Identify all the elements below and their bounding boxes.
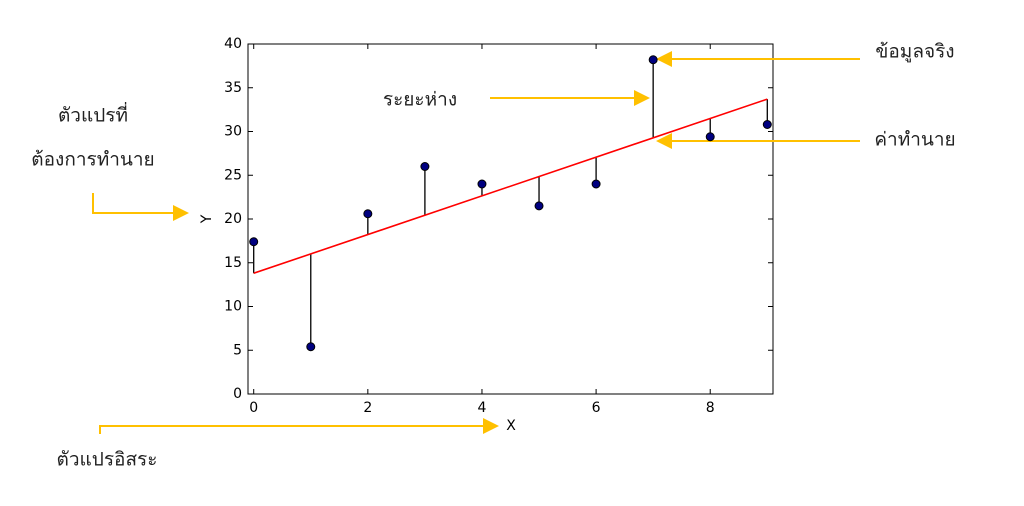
annotation: ระยะห่าง (383, 89, 457, 111)
data-point (306, 342, 316, 352)
x-tick-label: 0 (249, 400, 258, 416)
data-point (534, 201, 544, 211)
arrow (99, 418, 499, 434)
fit-line (253, 98, 768, 275)
y-tick-label: 15 (224, 255, 242, 271)
annotation: ตัวแปรที่ (58, 102, 128, 127)
x-axis-label: X (506, 418, 516, 434)
x-tick-label: 2 (363, 400, 372, 416)
y-tick-label: 10 (224, 299, 242, 315)
y-tick-label: 30 (224, 124, 242, 140)
data-point (648, 55, 658, 65)
data-point (249, 237, 259, 247)
data-point (591, 179, 601, 189)
annotation: ตัวแปรอิสระ (57, 449, 158, 471)
plot-frame (247, 43, 774, 395)
y-tick-label: 20 (224, 211, 242, 227)
x-tick-label: 8 (706, 400, 715, 416)
arrow (92, 193, 189, 221)
data-point (705, 132, 715, 142)
annotation: ต้องการทำนาย (31, 149, 154, 171)
y-axis-label: Y (199, 214, 215, 224)
data-point (477, 179, 487, 189)
y-tick-label: 0 (233, 386, 242, 402)
y-tick-label: 25 (224, 167, 242, 183)
annotation: ข้อมูลจริง (875, 41, 954, 63)
data-point (762, 120, 772, 129)
data-point (420, 162, 430, 171)
y-tick-label: 40 (224, 36, 242, 52)
x-tick-label: 6 (592, 400, 601, 416)
y-tick-label: 35 (224, 80, 242, 96)
data-point (363, 209, 373, 219)
annotation: ค่าทำนาย (874, 129, 955, 151)
y-tick-label: 5 (233, 342, 242, 358)
x-tick-label: 4 (478, 400, 487, 416)
